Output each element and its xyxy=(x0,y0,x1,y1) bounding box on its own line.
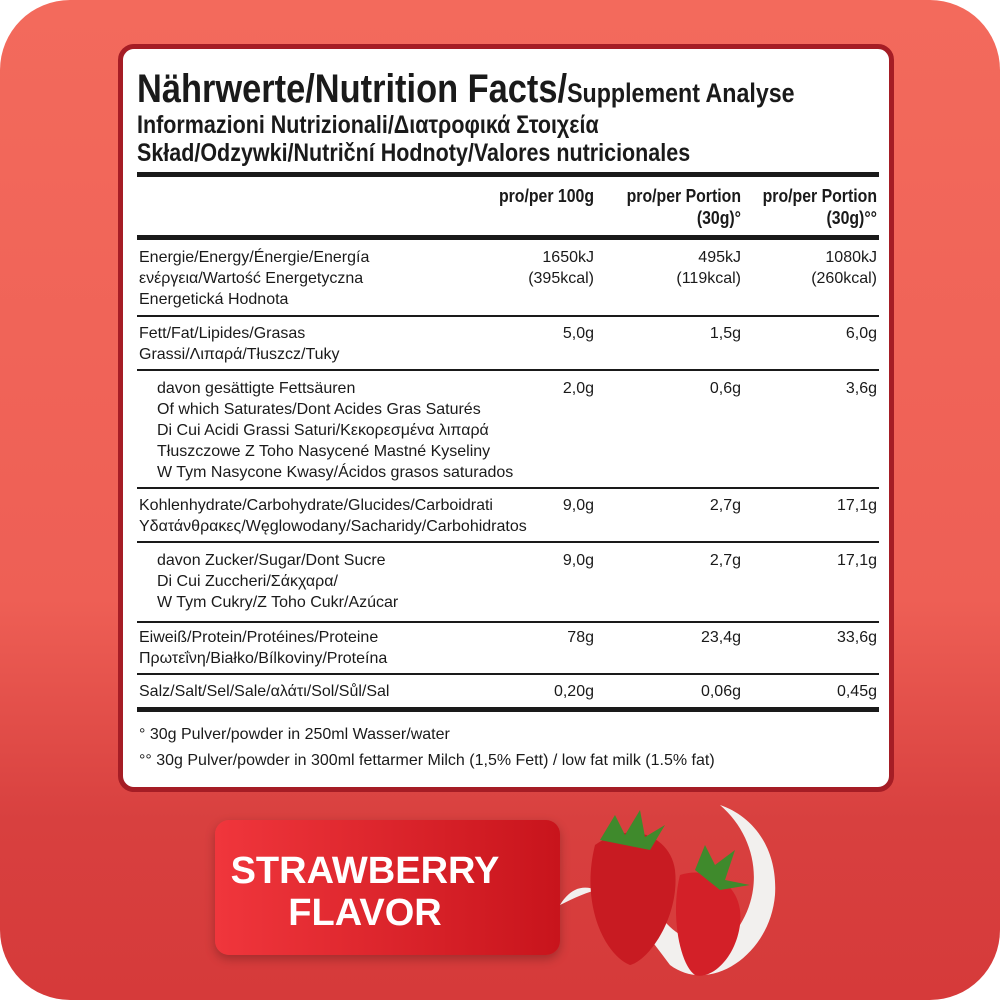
value-salt-portion: 0,06g xyxy=(700,683,741,700)
value-protein-portion-milk: 33,6g xyxy=(836,629,877,646)
title: Nährwerte/Nutrition Facts/Supplement Ana… xyxy=(137,67,795,111)
value-saturates-portion-milk: 3,6g xyxy=(845,380,877,397)
value-sugar-portion-milk: 17,1g xyxy=(836,552,877,569)
row-label-energy: Energie/Energy/Énergie/Energía ενέργεια/… xyxy=(139,249,370,308)
row-label-saturates: davon gesättigte Fettsäuren Of which Sat… xyxy=(157,380,514,481)
value-carbohydrate-portion: 2,7g xyxy=(709,497,741,514)
row-label-sugar: davon Zucker/Sugar/Dont Sucre Di Cui Zuc… xyxy=(157,552,399,611)
value-salt-100g: 0,20g xyxy=(553,683,594,700)
divider xyxy=(137,369,879,371)
value-carbohydrate-100g: 9,0g xyxy=(562,497,594,514)
subtitle-line-3: Skład/Odzywki/Nutriční Hodnoty/Valores n… xyxy=(137,139,691,167)
divider xyxy=(137,315,879,317)
divider xyxy=(137,621,879,623)
divider xyxy=(137,707,879,712)
strawberry-icon xyxy=(590,810,676,965)
row-label-salt: Salz/Salt/Sel/Sale/αλάτι/Sol/Sůl/Sal xyxy=(139,683,390,700)
value-energy-100g: 1650kJ (395kcal) xyxy=(528,249,594,287)
divider xyxy=(137,235,879,240)
divider xyxy=(137,172,879,177)
value-fat-portion-milk: 6,0g xyxy=(845,325,877,342)
value-fat-portion: 1,5g xyxy=(709,325,741,342)
subtitle-line-2: Informazioni Nutrizionali/Διατροφικά Στο… xyxy=(137,111,599,139)
footnote-water: ° 30g Pulver/powder in 250ml Wasser/wate… xyxy=(139,726,450,743)
flavor-line-2: FLAVOR xyxy=(288,892,442,934)
value-saturates-portion: 0,6g xyxy=(709,380,741,397)
value-sugar-portion: 2,7g xyxy=(709,552,741,569)
flavor-banner: STRAWBERRY FLAVOR xyxy=(215,820,560,955)
value-protein-portion: 23,4g xyxy=(700,629,741,646)
row-label-fat: Fett/Fat/Lipides/Grasas Grassi/Λιπαρά/Tł… xyxy=(139,325,340,363)
divider xyxy=(137,487,879,489)
column-header-portion-water: pro/per Portion (30g)° xyxy=(626,186,741,228)
divider xyxy=(137,673,879,675)
value-energy-portion: 495kJ (119kcal) xyxy=(676,249,741,287)
nutrition-facts-panel: Nährwerte/Nutrition Facts/Supplement Ana… xyxy=(118,44,894,792)
value-fat-100g: 5,0g xyxy=(562,325,594,342)
footnote-milk: °° 30g Pulver/powder in 300ml fettarmer … xyxy=(139,752,715,769)
value-saturates-100g: 2,0g xyxy=(562,380,594,397)
strawberry-icon xyxy=(675,845,750,976)
value-salt-portion-milk: 0,45g xyxy=(836,683,877,700)
strawberry-milk-splash-image xyxy=(560,805,776,976)
column-header-portion-milk: pro/per Portion (30g)°° xyxy=(762,186,877,228)
row-label-protein: Eiweiß/Protein/Protéines/Proteine Πρωτεΐ… xyxy=(139,629,388,667)
title-suffix: Supplement Analyse xyxy=(567,78,795,108)
divider xyxy=(137,541,879,543)
value-protein-100g: 78g xyxy=(567,629,594,646)
value-energy-portion-milk: 1080kJ (260kcal) xyxy=(811,249,877,287)
value-sugar-100g: 9,0g xyxy=(562,552,594,569)
column-header-per-100g: pro/per 100g xyxy=(498,186,594,206)
value-carbohydrate-portion-milk: 17,1g xyxy=(836,497,877,514)
row-label-carbohydrate: Kohlenhydrate/Carbohydrate/Glucides/Carb… xyxy=(139,497,527,535)
flavor-line-1: STRAWBERRY xyxy=(230,850,500,892)
